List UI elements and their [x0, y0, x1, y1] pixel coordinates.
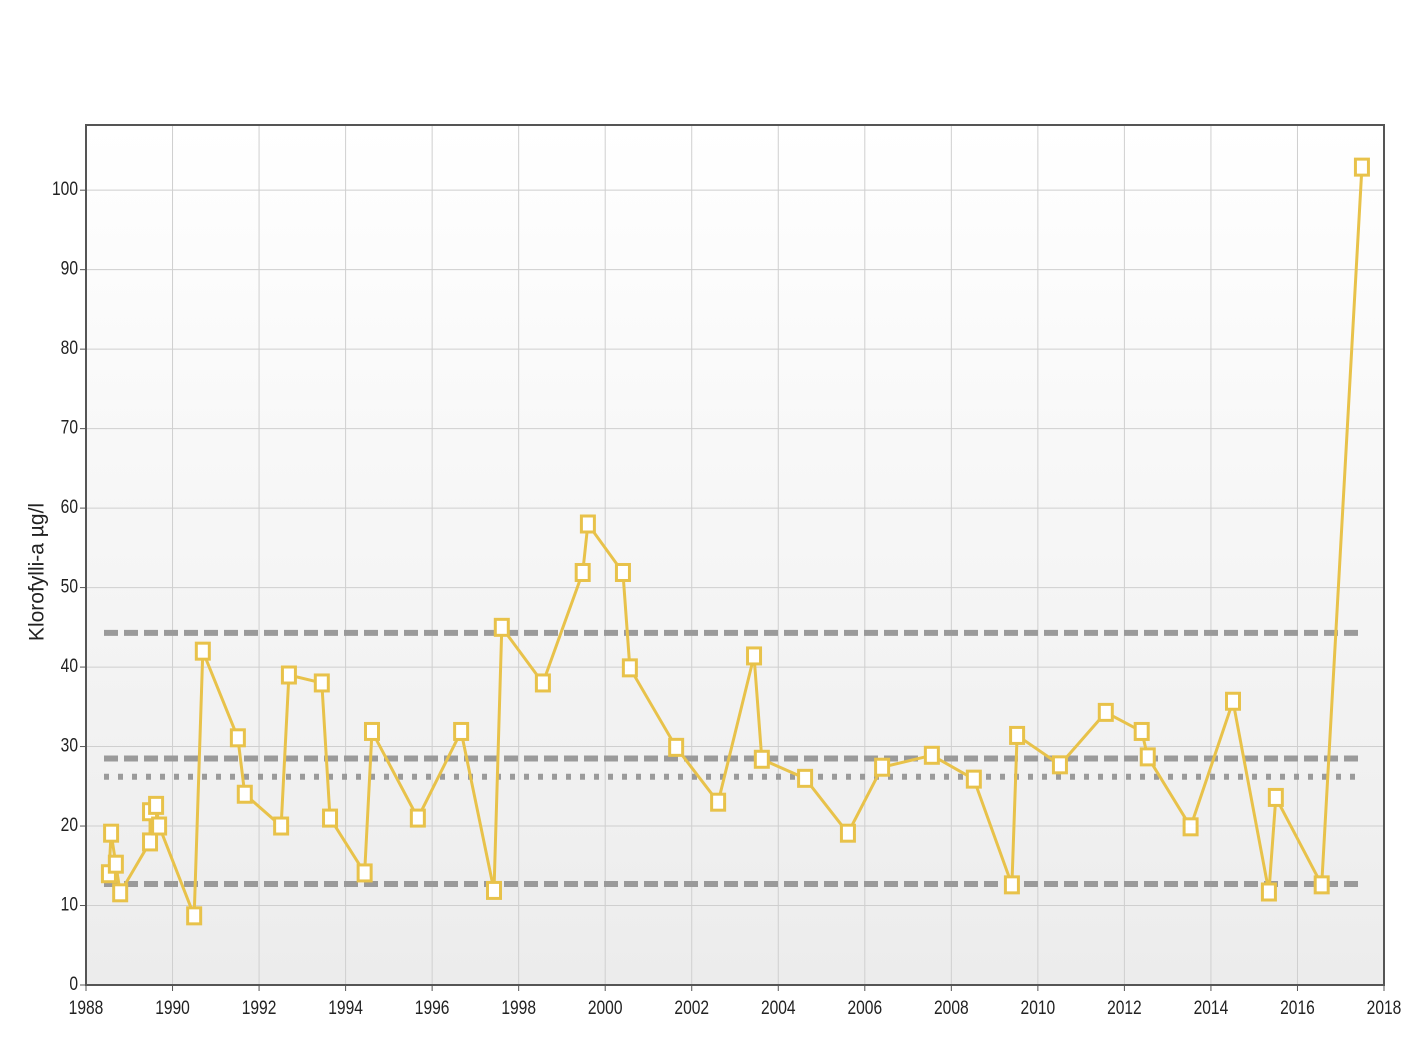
- data-point: [839, 823, 856, 843]
- y-tick-label: 90: [61, 257, 78, 279]
- plot-background: [86, 125, 1384, 985]
- x-tick-label: 1990: [155, 997, 190, 1019]
- data-point: [1009, 725, 1026, 745]
- y-tick-label: 0: [69, 973, 78, 995]
- y-tick-label: 20: [61, 814, 78, 836]
- x-tick-label: 2014: [1194, 997, 1229, 1019]
- data-point: [668, 737, 685, 757]
- data-point: [236, 784, 253, 804]
- data-point: [112, 883, 129, 903]
- y-tick-label: 10: [61, 893, 78, 915]
- data-point: [493, 617, 510, 637]
- data-point: [1051, 755, 1068, 775]
- data-point: [621, 658, 638, 678]
- x-tick-label: 1998: [501, 997, 536, 1019]
- data-point: [1313, 875, 1330, 895]
- x-tick-label: 2004: [761, 997, 796, 1019]
- y-axis-label: Klorofylli-a µg/l: [26, 503, 49, 641]
- y-tick-label: 50: [61, 575, 78, 597]
- x-tick-label: 2018: [1367, 997, 1402, 1019]
- x-tick-label: 1996: [415, 997, 450, 1019]
- x-tick-label: 1994: [328, 997, 363, 1019]
- data-point: [534, 673, 551, 693]
- data-point: [1182, 817, 1199, 837]
- x-tick-label: 2002: [674, 997, 709, 1019]
- x-tick-label: 2006: [847, 997, 882, 1019]
- data-point: [322, 808, 339, 828]
- data-point: [1139, 747, 1156, 767]
- x-tick-label: 1992: [242, 997, 277, 1019]
- x-tick-label: 2000: [588, 997, 623, 1019]
- data-point: [753, 749, 770, 769]
- data-point: [453, 721, 470, 741]
- x-tick-label: 2010: [1021, 997, 1056, 1019]
- data-point: [1224, 691, 1241, 711]
- y-tick-label: 40: [61, 655, 78, 677]
- data-point: [746, 646, 763, 666]
- x-tick-label: 2016: [1280, 997, 1315, 1019]
- data-point: [148, 795, 165, 815]
- y-tick-label: 70: [61, 416, 78, 438]
- data-point: [1267, 787, 1284, 807]
- data-point: [313, 673, 330, 693]
- plot-frame: [85, 124, 1385, 986]
- y-tick-label: 60: [61, 496, 78, 518]
- data-point: [1003, 875, 1020, 895]
- data-point: [409, 808, 426, 828]
- labels: 0 10 20 30 40 50 60 70 80 90 100 1988 1990 1992 1994 19…: [52, 178, 1401, 1019]
- data-point: [280, 665, 297, 685]
- data-point: [151, 816, 168, 836]
- data-point: [194, 641, 211, 661]
- y-tick-label: 80: [61, 337, 78, 359]
- data-point: [923, 745, 940, 765]
- data-point: [486, 880, 503, 900]
- x-tick-label: 1988: [69, 997, 104, 1019]
- data-point: [574, 562, 591, 582]
- data-point: [107, 854, 124, 874]
- data-point: [874, 757, 891, 777]
- x-tick-label: 2012: [1107, 997, 1142, 1019]
- data-point: [186, 906, 203, 926]
- data-point: [1260, 882, 1277, 902]
- data-point: [229, 728, 246, 748]
- y-tick-label: 100: [52, 178, 78, 200]
- data-point: [363, 721, 380, 741]
- data-point: [965, 769, 982, 789]
- data-point: [356, 863, 373, 883]
- data-point: [710, 792, 727, 812]
- data-point: [103, 823, 120, 843]
- data-point: [1097, 702, 1114, 722]
- data-point: [1353, 157, 1370, 177]
- data-point: [797, 768, 814, 788]
- y-tick-label: 30: [61, 734, 78, 756]
- x-tick-label: 2008: [934, 997, 969, 1019]
- data-point: [273, 816, 290, 836]
- data-point: [614, 562, 631, 582]
- data-point: [1133, 721, 1150, 741]
- data-point: [579, 514, 596, 534]
- plot: [100, 157, 1370, 926]
- data-point: [142, 832, 159, 852]
